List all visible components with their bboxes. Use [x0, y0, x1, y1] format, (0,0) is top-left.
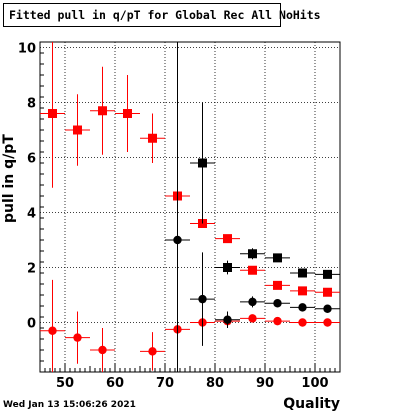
data-point-circle [248, 297, 257, 307]
data-point-circle [323, 318, 332, 327]
data-point-square [273, 280, 282, 290]
data-point-circle [273, 299, 282, 308]
data-point-square [223, 234, 232, 244]
data-point-circle [298, 303, 307, 312]
data-point-circle [248, 314, 257, 323]
chart-title: Fitted pull in q/pT for Global Rec All N… [9, 8, 321, 22]
y-tick-label: 0 [27, 317, 36, 332]
data-point-circle [148, 347, 157, 356]
x-tick-label: 50 [56, 376, 74, 391]
x-tick-label: 80 [206, 376, 224, 391]
plot-area [40, 42, 340, 372]
x-tick-label: 60 [106, 376, 124, 391]
data-point-square [323, 269, 332, 279]
data-point-circle [198, 294, 207, 304]
y-tick-label: 8 [27, 97, 36, 112]
chart-title-box: Fitted pull in q/pT for Global Rec All N… [3, 3, 321, 27]
y-axis-label: pull in q/pT [1, 134, 17, 223]
data-point-circle [298, 318, 307, 327]
y-tick-label: 4 [27, 207, 36, 222]
y-axis-label-container: pull in q/pT [1, 133, 17, 233]
x-tick-label: 90 [256, 376, 274, 391]
data-point-square [298, 268, 307, 278]
data-point-square [198, 158, 207, 168]
data-point-square [298, 286, 307, 296]
y-tick-label: 2 [27, 262, 36, 277]
y-tick-label: 10 [18, 42, 36, 57]
data-point-circle [273, 316, 282, 326]
data-point-square [273, 253, 282, 263]
data-point-square [223, 263, 232, 272]
data-point-circle [223, 315, 232, 324]
timestamp: Wed Jan 13 15:06:26 2021 [3, 400, 136, 410]
x-tick-label: 100 [301, 376, 328, 391]
data-point-square [248, 265, 257, 275]
data-point-square [48, 109, 57, 118]
data-point-circle [48, 326, 57, 335]
data-point-circle [173, 235, 182, 245]
x-tick-label: 70 [156, 376, 174, 391]
data-point-square [323, 287, 332, 297]
data-point-square [98, 106, 107, 116]
data-point-circle [323, 304, 332, 313]
data-point-square [73, 125, 82, 135]
y-tick-label: 6 [27, 152, 36, 167]
data-point-circle [98, 345, 107, 355]
data-point-circle [73, 333, 82, 342]
data-point-square [148, 133, 157, 143]
data-point-square [123, 109, 132, 118]
x-axis-label: Quality [283, 396, 340, 412]
data-point-square [248, 249, 257, 259]
